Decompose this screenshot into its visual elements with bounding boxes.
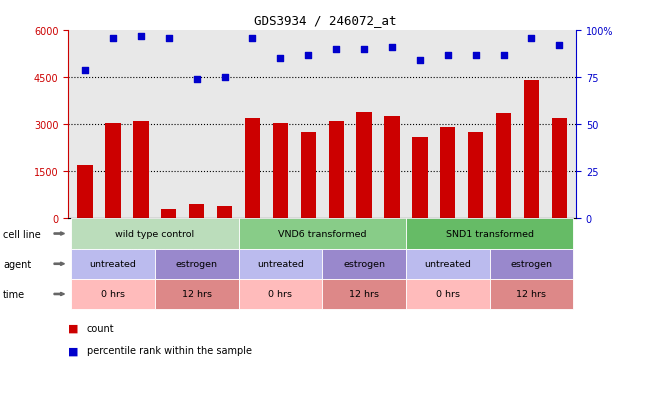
Text: agent: agent [3, 259, 31, 269]
Bar [468, 133, 483, 219]
Point [275, 56, 286, 62]
Point [108, 35, 118, 42]
Point [387, 45, 397, 51]
Text: 12 hrs: 12 hrs [516, 290, 546, 299]
Bar [524, 81, 539, 219]
Point [526, 35, 536, 42]
Text: VND6 transformed: VND6 transformed [278, 230, 367, 238]
Point [471, 52, 481, 59]
Text: count: count [87, 323, 114, 333]
Text: 12 hrs: 12 hrs [182, 290, 212, 299]
Bar [273, 123, 288, 219]
Text: ■: ■ [68, 346, 79, 356]
Bar [356, 112, 372, 219]
Text: 0 hrs: 0 hrs [268, 290, 292, 299]
Text: cell line: cell line [3, 229, 41, 239]
Point [303, 52, 314, 59]
Point [80, 67, 90, 74]
Text: untreated: untreated [257, 260, 304, 268]
Point [554, 43, 564, 49]
Text: untreated: untreated [424, 260, 471, 268]
Bar [329, 122, 344, 219]
Bar [189, 205, 204, 219]
Bar [161, 209, 176, 219]
Bar [77, 166, 92, 219]
Text: estrogen: estrogen [176, 260, 217, 268]
Bar [440, 128, 456, 219]
Text: wild type control: wild type control [115, 230, 195, 238]
Text: SND1 transformed: SND1 transformed [446, 230, 534, 238]
Point [359, 46, 369, 53]
Bar [551, 119, 567, 219]
Text: GDS3934 / 246072_at: GDS3934 / 246072_at [255, 14, 396, 27]
Point [499, 52, 509, 59]
Bar [412, 138, 428, 219]
Text: time: time [3, 289, 25, 299]
Point [135, 33, 146, 40]
Bar [245, 119, 260, 219]
Point [415, 58, 425, 64]
Text: estrogen: estrogen [343, 260, 385, 268]
Point [219, 75, 230, 81]
Text: ■: ■ [68, 323, 79, 333]
Bar [301, 133, 316, 219]
Point [443, 52, 453, 59]
Text: percentile rank within the sample: percentile rank within the sample [87, 346, 251, 356]
Text: 12 hrs: 12 hrs [349, 290, 379, 299]
Point [191, 76, 202, 83]
Bar [384, 117, 400, 219]
Text: estrogen: estrogen [510, 260, 553, 268]
Text: untreated: untreated [90, 260, 137, 268]
Text: 0 hrs: 0 hrs [101, 290, 125, 299]
Bar [105, 123, 120, 219]
Point [247, 35, 258, 42]
Point [331, 46, 341, 53]
Point [163, 35, 174, 42]
Bar [217, 206, 232, 219]
Bar [133, 122, 148, 219]
Text: 0 hrs: 0 hrs [436, 290, 460, 299]
Bar [496, 114, 511, 219]
